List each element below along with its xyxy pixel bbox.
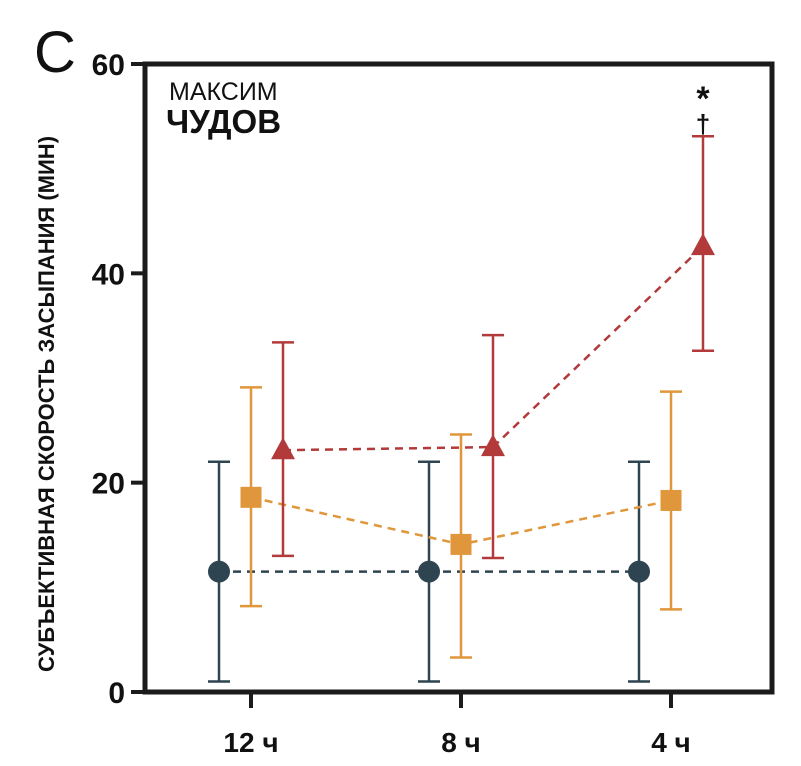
axes bbox=[142, 61, 775, 695]
y-axis-label: СУБЪЕКТИВНАЯ СКОРОСТЬ ЗАСЫПАНИЯ (МИН) bbox=[34, 136, 59, 672]
x-tick-label: 4 ч bbox=[651, 727, 691, 758]
annotations: *† bbox=[696, 80, 711, 139]
significance-asterisk: * bbox=[696, 80, 710, 118]
y-tick-label: 20 bbox=[92, 468, 125, 501]
plot-frame bbox=[142, 61, 775, 695]
data-point-square bbox=[660, 489, 682, 511]
watermark-line1: МАКСИМ bbox=[169, 78, 278, 106]
data-point-triangle bbox=[691, 233, 715, 256]
plot-area bbox=[208, 134, 715, 683]
y-tick-label: 60 bbox=[92, 49, 125, 82]
data-point-circle bbox=[628, 560, 650, 583]
series-square bbox=[240, 386, 682, 659]
series-triangle bbox=[271, 134, 715, 560]
series-circle bbox=[208, 460, 650, 683]
y-tick-label: 40 bbox=[92, 258, 125, 291]
data-point-circle bbox=[418, 560, 440, 583]
ticks: 0 20 40 60 12 ч 8 ч 4 ч bbox=[92, 49, 691, 758]
data-point-triangle bbox=[481, 434, 505, 457]
data-point-triangle bbox=[271, 437, 295, 460]
panel-label: C bbox=[34, 20, 76, 85]
data-point-circle bbox=[208, 560, 230, 583]
data-point-square bbox=[240, 486, 262, 508]
watermark-line2: ЧУДОВ bbox=[166, 103, 281, 140]
x-tick-label: 12 ч bbox=[223, 727, 278, 758]
significance-dagger: † bbox=[696, 109, 710, 139]
data-point-square bbox=[450, 533, 472, 555]
x-tick-label: 8 ч bbox=[441, 727, 481, 758]
y-tick-label: 0 bbox=[108, 677, 125, 710]
